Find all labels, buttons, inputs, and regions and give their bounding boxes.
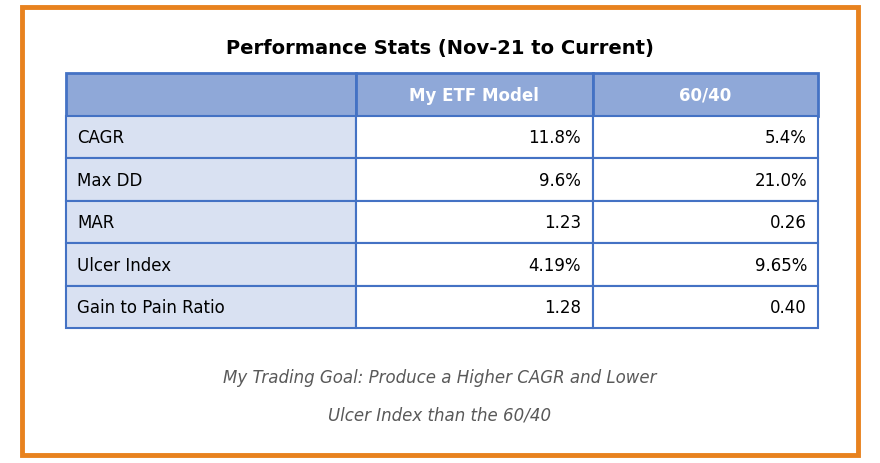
- Bar: [356, 117, 593, 159]
- Bar: [66, 286, 356, 329]
- Text: 0.26: 0.26: [770, 213, 807, 232]
- Text: Ulcer Index: Ulcer Index: [77, 256, 172, 274]
- Bar: [593, 244, 818, 286]
- Bar: [356, 159, 593, 201]
- Bar: [593, 286, 818, 329]
- Text: MAR: MAR: [77, 213, 114, 232]
- Text: 9.65%: 9.65%: [754, 256, 807, 274]
- Text: 9.6%: 9.6%: [539, 171, 582, 189]
- Bar: [66, 74, 356, 117]
- Text: Performance Stats (Nov-21 to Current): Performance Stats (Nov-21 to Current): [226, 39, 654, 58]
- Bar: [356, 74, 593, 117]
- Bar: [66, 117, 356, 159]
- Bar: [593, 201, 818, 244]
- Bar: [356, 244, 593, 286]
- Text: 1.23: 1.23: [544, 213, 582, 232]
- Bar: [66, 201, 356, 244]
- Bar: [593, 117, 818, 159]
- Text: 60/40: 60/40: [679, 86, 731, 104]
- Text: 1.28: 1.28: [544, 299, 582, 317]
- Text: My ETF Model: My ETF Model: [409, 86, 539, 104]
- Bar: [593, 159, 818, 201]
- Text: My Trading Goal: Produce a Higher CAGR and Lower: My Trading Goal: Produce a Higher CAGR a…: [224, 369, 656, 386]
- Bar: [593, 74, 818, 117]
- Text: 21.0%: 21.0%: [754, 171, 807, 189]
- Text: 0.40: 0.40: [770, 299, 807, 317]
- Text: Ulcer Index than the 60/40: Ulcer Index than the 60/40: [328, 406, 552, 423]
- Bar: [66, 244, 356, 286]
- Text: 5.4%: 5.4%: [765, 129, 807, 147]
- Text: 11.8%: 11.8%: [529, 129, 582, 147]
- Text: Max DD: Max DD: [77, 171, 143, 189]
- Bar: [66, 159, 356, 201]
- Text: CAGR: CAGR: [77, 129, 125, 147]
- Text: 4.19%: 4.19%: [529, 256, 582, 274]
- Text: Gain to Pain Ratio: Gain to Pain Ratio: [77, 299, 225, 317]
- Bar: [356, 201, 593, 244]
- Bar: [356, 286, 593, 329]
